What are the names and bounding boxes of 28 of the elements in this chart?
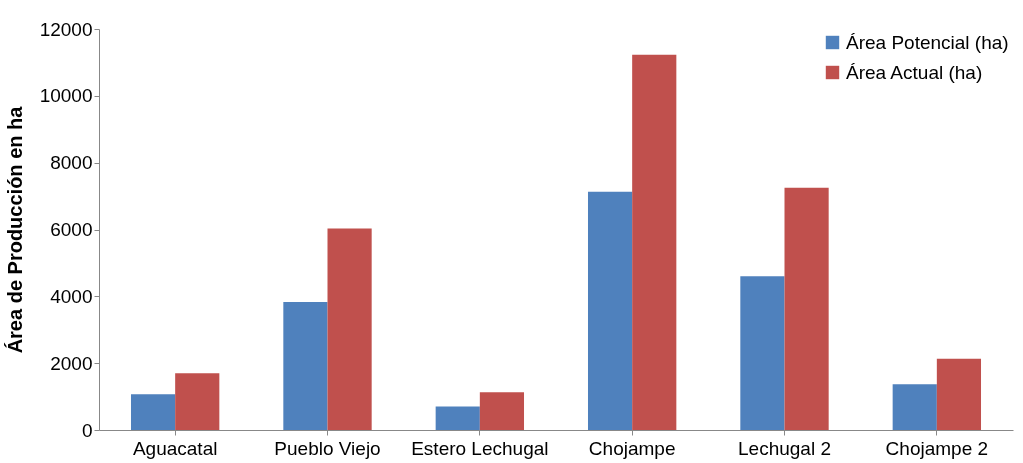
x-tick-label: Chojampe 2 bbox=[885, 437, 989, 459]
y-tick-label: 2000 bbox=[50, 352, 93, 374]
legend-label: Área Actual (ha) bbox=[846, 61, 983, 83]
bar bbox=[327, 228, 372, 430]
x-tick-label: Chojampe bbox=[588, 437, 676, 459]
y-tick-label: 8000 bbox=[50, 152, 93, 174]
y-tick-label: 6000 bbox=[50, 219, 93, 240]
y-tick-label: 0 bbox=[81, 419, 93, 441]
y-tick-label: 4000 bbox=[50, 285, 93, 307]
bar bbox=[892, 384, 937, 430]
x-tick-label: Aguacatal bbox=[132, 437, 218, 459]
bar bbox=[632, 54, 677, 430]
bar bbox=[479, 392, 525, 430]
x-tick-label: Pueblo Viejo bbox=[274, 437, 381, 459]
bar bbox=[130, 394, 176, 430]
x-tick-label: Lechugal 2 bbox=[738, 437, 831, 459]
bar bbox=[784, 187, 829, 430]
legend-label: Área Potencial (ha) bbox=[846, 31, 1009, 53]
bar bbox=[283, 302, 328, 430]
y-axis-title: Área de Producción en ha bbox=[3, 105, 26, 354]
x-tick-label: Estero Lechugal bbox=[411, 437, 549, 459]
bar bbox=[587, 191, 633, 430]
bar bbox=[435, 406, 480, 430]
y-tick-label: 10000 bbox=[39, 85, 93, 107]
y-tick-label: 12000 bbox=[39, 18, 93, 40]
bar bbox=[175, 373, 220, 430]
bar bbox=[936, 358, 982, 430]
bar bbox=[740, 276, 785, 430]
